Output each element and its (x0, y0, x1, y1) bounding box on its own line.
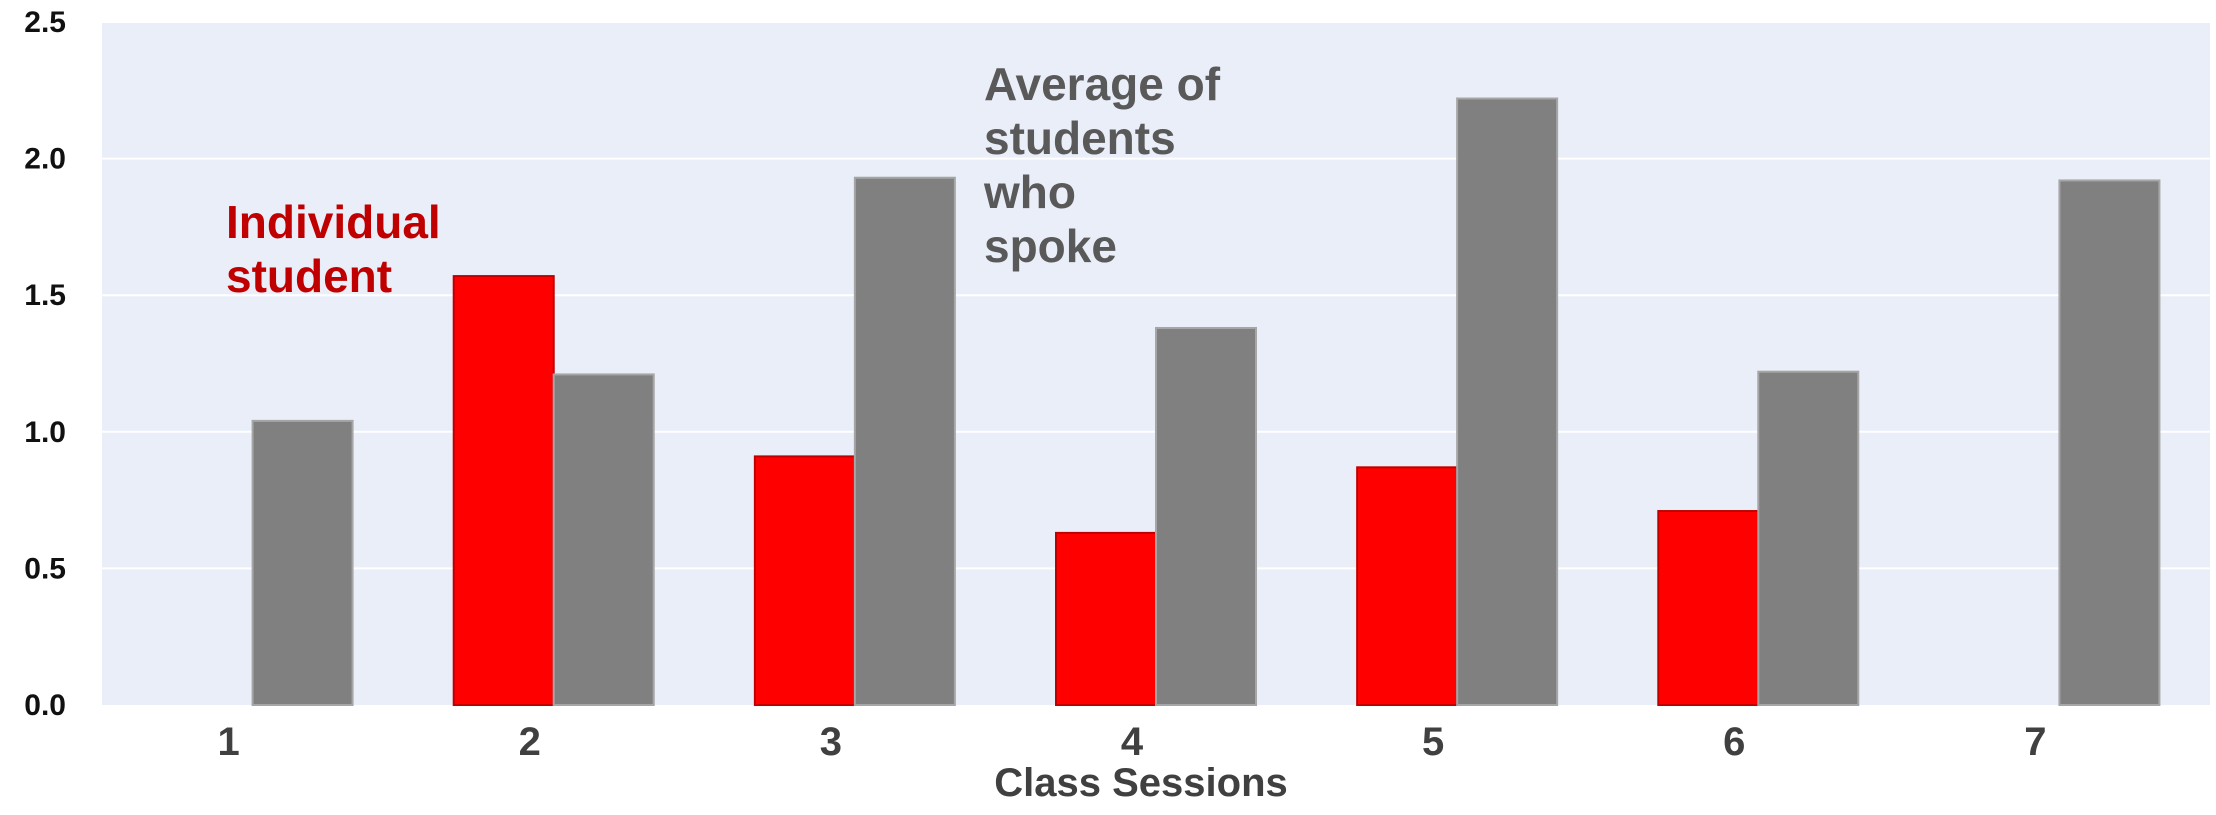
annotation-individual-student: student (226, 250, 392, 302)
x-tick-label: 3 (820, 720, 842, 764)
bar-individual-student (452, 275, 555, 706)
x-tick-label: 1 (217, 720, 239, 764)
y-tick-label: 2.0 (24, 143, 66, 176)
bar-individual-student (1055, 531, 1157, 706)
bar-average-students (251, 419, 354, 706)
annotation-average-students: who (983, 166, 1076, 218)
y-tick-label: 1.0 (24, 416, 66, 449)
annotation-average-students: spoke (984, 220, 1117, 272)
x-axis-ticks: 1 2 3 4 5 6 7 (217, 720, 2046, 764)
x-axis-label: Class Sessions (994, 761, 1288, 805)
x-tick-label: 5 (1422, 720, 1444, 764)
bar-average-students (552, 373, 655, 706)
x-tick-label: 2 (519, 720, 541, 764)
bar-average-students (1757, 370, 1860, 706)
y-tick-label: 1.5 (24, 279, 66, 312)
y-tick-label: 0.0 (24, 689, 66, 722)
x-tick-label: 7 (2024, 720, 2046, 764)
y-tick-label: 2.5 (24, 6, 66, 39)
bar-average-students (1155, 326, 1257, 706)
bar-average-students (2058, 179, 2161, 706)
annotation-average-students: students (984, 112, 1176, 164)
annotation-individual-student: Individual (226, 196, 441, 248)
bars (251, 97, 2161, 707)
annotation-average-students: Average of (984, 58, 1221, 110)
x-tick-label: 4 (1121, 720, 1144, 764)
bar-individual-student (753, 455, 856, 706)
bar-individual-student (1356, 466, 1459, 707)
bar-average-students (853, 176, 956, 706)
y-axis-ticks: 0.0 0.5 1.0 1.5 2.0 2.5 (24, 6, 66, 722)
y-tick-label: 0.5 (24, 552, 66, 585)
bar-average-students (1456, 97, 1559, 707)
bar-individual-student (1657, 510, 1760, 707)
x-tick-label: 6 (1723, 720, 1745, 764)
